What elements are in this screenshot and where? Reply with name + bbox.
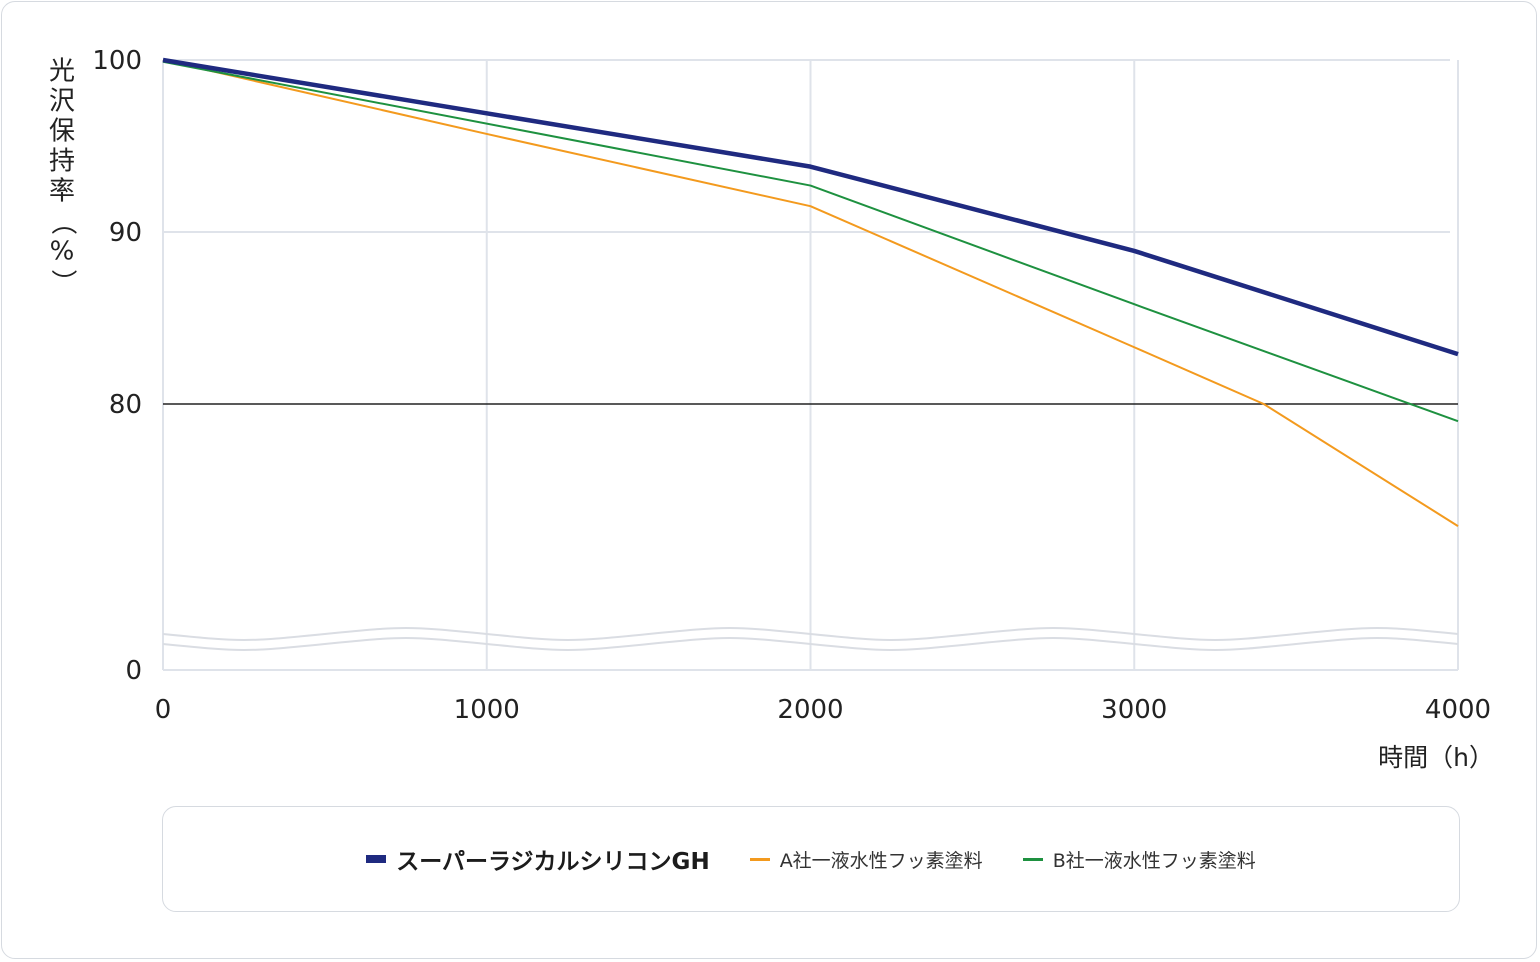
legend-label-series-2: A社一液水性フッ素塗料 <box>779 849 983 872</box>
axis-break-line-2 <box>162 637 1459 651</box>
series-line-2 <box>162 59 1459 527</box>
y-axis-label-char-0: 光 <box>49 57 75 87</box>
axis-break-wave <box>162 627 1459 651</box>
series-line-3 <box>162 60 1459 423</box>
x-tick-label-0: 0 <box>155 695 172 725</box>
legend-swatch-series-3 <box>1022 857 1043 861</box>
y-tick-label-0: 100 <box>92 46 142 76</box>
legend-swatch-series-1 <box>366 855 387 863</box>
y-tick-label-3: 0 <box>125 656 142 686</box>
grid-layer <box>162 59 1459 671</box>
x-tick-label-3: 3000 <box>1101 695 1167 725</box>
legend-item-series-3: B社一液水性フッ素塗料 <box>1022 846 1256 873</box>
x-axis-label: 時間（h） <box>1378 743 1494 772</box>
y-tick-label-2: 80 <box>109 390 142 420</box>
x-tick-label-2: 2000 <box>777 695 843 725</box>
y-tick-labels: 100 90 80 0 <box>92 46 142 686</box>
y-axis-label-char-2: 保 <box>49 117 75 147</box>
y-axis-label-char-6: % <box>50 237 75 267</box>
series-line-1 <box>162 57 1459 357</box>
y-tick-label-1: 90 <box>109 218 142 248</box>
y-axis-label-char-1: 沢 <box>49 87 75 117</box>
y-axis-label-char-3: 持 <box>49 147 75 177</box>
y-axis-label-char-4: 率 <box>49 177 75 207</box>
axis-break-line-1 <box>162 627 1459 641</box>
legend-label-series-3: B社一液水性フッ素塗料 <box>1052 849 1256 872</box>
legend-item-series-2: A社一液水性フッ素塗料 <box>749 846 983 873</box>
y-axis-label-char-7: ） <box>48 269 78 295</box>
x-tick-labels: 0 1000 2000 3000 4000 <box>155 695 1491 725</box>
legend-item-series-1: スーパーラジカルシリコンGH <box>366 842 710 876</box>
legend-label-series-1: スーパーラジカルシリコンGH <box>396 849 710 875</box>
y-axis-label-char-5: （ <box>48 209 78 235</box>
x-tick-label-4: 4000 <box>1425 695 1491 725</box>
x-tick-label-1: 1000 <box>454 695 520 725</box>
legend-swatch-series-2 <box>749 857 770 861</box>
series-layer <box>162 57 1459 527</box>
legend: スーパーラジカルシリコンGH A社一液水性フッ素塗料 B社一液水性フッ素塗料 <box>162 806 1460 912</box>
